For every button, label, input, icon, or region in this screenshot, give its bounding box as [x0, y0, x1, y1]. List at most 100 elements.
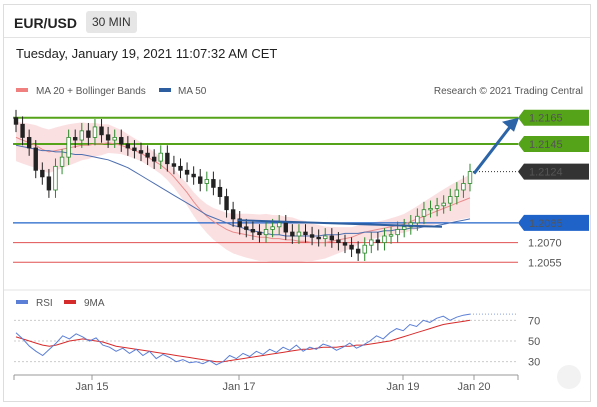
legend-label-bollinger: MA 20 + Bollinger Bands	[36, 86, 146, 97]
x-tick-label: Jan 19	[386, 381, 419, 393]
candle-body	[79, 130, 84, 141]
level-label-1.2124: 1.2124	[529, 167, 563, 179]
candle-body	[434, 205, 440, 209]
candle-body	[171, 163, 177, 167]
candle-body	[165, 152, 170, 165]
candle-body	[467, 171, 473, 184]
candle-body	[112, 137, 117, 141]
rsi-tick-label: 30	[528, 357, 540, 369]
candle-body	[276, 222, 282, 228]
candle-body	[40, 169, 45, 178]
level-label-1.2145: 1.2145	[529, 139, 563, 151]
level-label-1.2165: 1.2165	[529, 113, 563, 125]
bollinger-band	[16, 121, 470, 263]
candle-body	[138, 150, 144, 154]
candle-body	[448, 196, 453, 204]
candle-body	[441, 202, 446, 207]
candle-body	[132, 147, 137, 151]
chart-header: EUR/USD 30 MIN	[4, 5, 590, 38]
level-tag-1.2085	[518, 214, 589, 231]
candle-body	[296, 231, 302, 237]
candle-body	[454, 189, 460, 197]
legend-swatch-ma50	[159, 88, 171, 92]
x-tick-label: Jan 17	[222, 381, 255, 393]
candle-body	[382, 235, 387, 243]
candle-body	[362, 244, 367, 254]
candle-body	[316, 236, 321, 240]
candle-body	[178, 165, 183, 171]
chart-widget: EUR/USD 30 MIN Tuesday, January 19, 2021…	[3, 4, 591, 402]
level-tag-1.2165	[518, 109, 589, 126]
candle-body	[428, 207, 433, 211]
candle-body	[270, 226, 275, 230]
projection-arrow-shaft	[472, 125, 512, 175]
candle-body	[26, 137, 32, 149]
candle-body	[303, 231, 308, 236]
candle-body	[250, 229, 256, 233]
candle-body	[329, 235, 335, 241]
candle-body	[349, 244, 354, 250]
candle-body	[198, 176, 203, 184]
legend-swatch-rsi	[16, 300, 28, 304]
symbol-title: EUR/USD	[14, 15, 78, 31]
candle-body	[119, 137, 124, 145]
candle-body	[211, 179, 216, 188]
trend-line	[237, 219, 443, 228]
legend-label-9ma: 9MA	[84, 298, 105, 309]
candle-body	[46, 176, 52, 191]
candle-body	[151, 156, 157, 162]
rsi-tick-label: 50	[528, 336, 540, 348]
candle-body	[237, 218, 242, 228]
candle-body	[402, 226, 407, 230]
candle-body	[105, 134, 111, 141]
ma50-line	[15, 144, 471, 237]
candle-body	[257, 231, 262, 236]
candle-body	[461, 183, 466, 191]
level-label-1.2085: 1.2085	[529, 218, 563, 230]
projection-arrow-head	[502, 117, 519, 132]
candle-body	[415, 215, 420, 224]
candle-body	[191, 173, 196, 178]
candle-body	[53, 165, 58, 191]
candle-body	[283, 222, 288, 233]
candle-body	[224, 196, 229, 211]
timestamp: Tuesday, January 19, 2021 11:07:32 AM CE…	[16, 46, 278, 61]
legend-swatch-9ma	[64, 300, 76, 304]
candle-body	[20, 123, 25, 138]
candle-body	[375, 239, 381, 243]
candle-body	[309, 234, 315, 238]
rsi-tick-label: 70	[528, 315, 540, 327]
candle-body	[125, 143, 131, 149]
candle-body	[13, 117, 19, 125]
legend-label-rsi: RSI	[36, 298, 53, 309]
rsi-line	[15, 313, 471, 366]
level-tag-1.2124	[518, 163, 589, 180]
x-tick-label: Jan 20	[457, 381, 490, 393]
candle-body	[369, 239, 374, 246]
credit-text: Research © 2021 Trading Central	[434, 86, 583, 97]
candle-body	[73, 137, 78, 141]
candle-body	[263, 229, 269, 236]
candle-body	[244, 226, 249, 230]
candle-body	[59, 156, 65, 167]
candle-body	[217, 186, 223, 197]
candle-body	[145, 152, 150, 158]
candle-body	[421, 209, 427, 217]
level-label-1.2055: 1.2055	[528, 257, 562, 269]
watermark-icon	[557, 365, 581, 389]
candle-body	[388, 234, 394, 237]
candle-body	[33, 147, 38, 171]
candle-body	[158, 152, 163, 162]
level-label-1.2070: 1.2070	[528, 238, 562, 250]
candle-body	[336, 239, 341, 243]
legend-swatch-bollinger	[16, 88, 28, 92]
candle-body	[230, 209, 236, 220]
candle-body	[86, 130, 91, 138]
candle-body	[323, 235, 328, 240]
timeframe-badge[interactable]: 30 MIN	[86, 11, 137, 33]
candle-body	[99, 126, 104, 136]
candle-body	[204, 179, 210, 184]
candle-body	[355, 248, 361, 254]
candle-body	[184, 169, 190, 175]
